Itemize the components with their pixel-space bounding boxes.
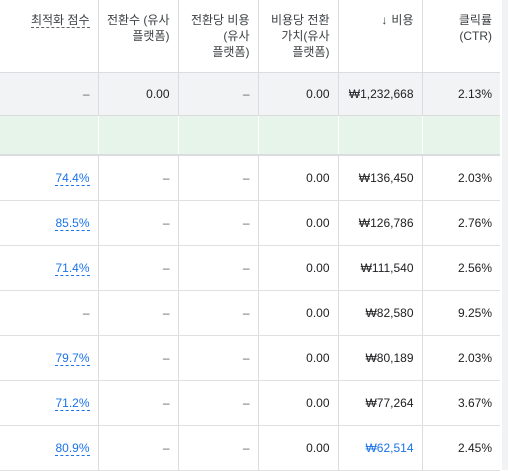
score-link[interactable]: 74.4% — [55, 171, 90, 186]
cell-cost: ₩77,264 — [337, 380, 422, 426]
table-row: – – – 0.00 ₩82,580 9.25% — [0, 290, 500, 336]
cell-conversions: 0.00 — [97, 72, 178, 116]
cell-score: 79.7% — [0, 335, 98, 381]
total-row: – 0.00 – 0.00 ₩1,232,668 2.13% — [0, 72, 500, 116]
cell-cost: ₩111,540 — [337, 245, 422, 291]
header-label-line2: (유사 — [223, 29, 250, 43]
header-ctr[interactable]: 클릭률(CTR) — [421, 0, 500, 73]
score-link[interactable]: 71.4% — [55, 261, 90, 276]
empty-cell — [177, 115, 258, 156]
cell-score: 85.5% — [0, 200, 98, 246]
highlight-row — [0, 115, 500, 156]
cell-score: 80.9% — [0, 425, 98, 471]
cell-value-per-cost: 0.00 — [257, 380, 338, 426]
header-conv-value-per-cost[interactable]: 비용당 전환 가치(유사 플랫폼) — [257, 0, 338, 73]
cell-value-per-cost: 0.00 — [257, 335, 338, 381]
cell-score: 71.2% — [0, 380, 98, 426]
cell-cost-per-conversion: – — [177, 335, 258, 381]
cell-cost-per-conversion: – — [177, 155, 258, 201]
cell-cost-per-conversion: – — [177, 290, 258, 336]
empty-cell — [257, 115, 338, 156]
header-label: 비용 — [391, 13, 414, 27]
cell-value-per-cost: 0.00 — [257, 425, 338, 471]
table-row: 71.2% – – 0.00 ₩77,264 3.67% — [0, 380, 500, 426]
cell-conversions: – — [97, 290, 178, 336]
cell-conversions: – — [97, 425, 178, 471]
header-label: 클릭률(CTR) — [458, 13, 492, 43]
cell-conversions: – — [97, 155, 178, 201]
cell-cost-per-conversion: – — [177, 380, 258, 426]
empty-cell — [421, 115, 500, 156]
header-cost[interactable]: ↓ 비용 — [337, 0, 422, 73]
header-conversions-similar[interactable]: 전환수 (유사 플랫폼) — [97, 0, 178, 73]
header-label-line1: 전환수 (유사 — [106, 13, 170, 27]
cell-score: – — [0, 72, 98, 116]
table-row: 71.4% – – 0.00 ₩111,540 2.56% — [0, 245, 500, 291]
header-cost-per-conversion[interactable]: 전환당 비용 (유사 플랫폼) — [177, 0, 258, 73]
cell-value-per-cost: 0.00 — [257, 200, 338, 246]
header-label-line2: 가치(유사 — [281, 29, 330, 43]
cell-cost-per-conversion: – — [177, 425, 258, 471]
score-link[interactable]: 79.7% — [55, 351, 90, 366]
cell-ctr: 2.03% — [421, 335, 500, 381]
arrow-down-icon: ↓ — [381, 13, 388, 27]
header-label-line1: 비용당 전환 — [270, 13, 330, 27]
header-label-line2: 플랫폼) — [132, 29, 170, 43]
cell-cost: ₩1,232,668 — [337, 72, 422, 116]
header-label-line1: 전환당 비용 — [190, 13, 250, 27]
cell-score: – — [0, 290, 98, 336]
cell-value-per-cost: 0.00 — [257, 245, 338, 291]
cell-ctr: 2.13% — [421, 72, 500, 116]
empty-cell — [97, 115, 178, 156]
cell-conversions: – — [97, 245, 178, 291]
cell-cost-per-conversion: – — [177, 72, 258, 116]
score-link[interactable]: 80.9% — [55, 441, 90, 456]
cell-cost-per-conversion: – — [177, 200, 258, 246]
header-label: 최적화 점수 — [30, 13, 90, 28]
table-row: 80.9% – – 0.00 ₩62,514 2.45% — [0, 425, 500, 471]
cell-cost: ₩136,450 — [337, 155, 422, 201]
cell-ctr: 9.25% — [421, 290, 500, 336]
cell-ctr: 2.76% — [421, 200, 500, 246]
cell-cost-link[interactable]: ₩62,514 — [337, 425, 422, 471]
cell-value-per-cost: 0.00 — [257, 290, 338, 336]
vertical-scrollbar[interactable] — [502, 0, 508, 470]
cell-conversions: – — [97, 335, 178, 381]
cell-value-per-cost: 0.00 — [257, 72, 338, 116]
cell-score: 74.4% — [0, 155, 98, 201]
cell-ctr: 2.03% — [421, 155, 500, 201]
table-row: 79.7% – – 0.00 ₩80,189 2.03% — [0, 335, 500, 381]
score-link[interactable]: 85.5% — [55, 216, 90, 231]
cell-value-per-cost: 0.00 — [257, 155, 338, 201]
header-row: 최적화 점수 전환수 (유사 플랫폼) 전환당 비용 (유사 플랫폼) 비용당 … — [0, 0, 500, 73]
header-optimization-score[interactable]: 최적화 점수 — [0, 0, 98, 73]
header-label-line3: 플랫폼) — [292, 45, 330, 59]
table-row: 74.4% – – 0.00 ₩136,450 2.03% — [0, 155, 500, 201]
cell-cost: ₩80,189 — [337, 335, 422, 381]
cell-conversions: – — [97, 200, 178, 246]
empty-cell — [0, 115, 98, 156]
cell-ctr: 2.56% — [421, 245, 500, 291]
cell-ctr: 3.67% — [421, 380, 500, 426]
table-row: 85.5% – – 0.00 ₩126,786 2.76% — [0, 200, 500, 246]
cell-cost-per-conversion: – — [177, 245, 258, 291]
cell-conversions: – — [97, 380, 178, 426]
cell-score: 71.4% — [0, 245, 98, 291]
cell-ctr: 2.45% — [421, 425, 500, 471]
empty-cell — [337, 115, 422, 156]
score-link[interactable]: 71.2% — [55, 396, 90, 411]
cell-cost: ₩126,786 — [337, 200, 422, 246]
header-label-line3: 플랫폼) — [212, 45, 250, 59]
cell-cost: ₩82,580 — [337, 290, 422, 336]
